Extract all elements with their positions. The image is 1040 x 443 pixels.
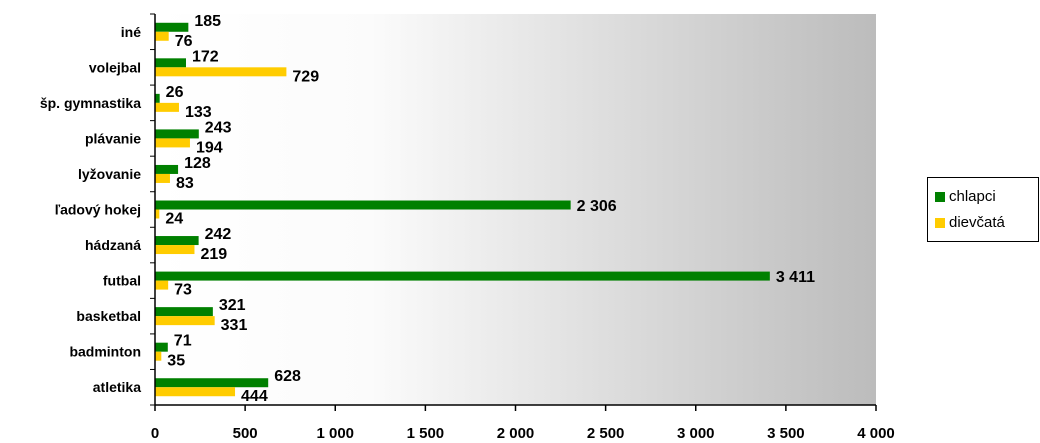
x-tick-label-1: 500 [233, 425, 258, 442]
data-label-dievcata-cat-7: 194 [196, 139, 223, 156]
bar-dievcata-cat-1 [155, 351, 162, 361]
bar-dievcata-cat-6 [155, 173, 170, 183]
legend: chlapci dievčatá [927, 177, 1039, 242]
data-label-dievcata-cat-5: 24 [165, 211, 183, 228]
data-label-chlapci-cat-0: 628 [274, 368, 301, 385]
x-tick-label-3: 1 500 [407, 425, 445, 442]
data-label-chlapci-cat-5: 2 306 [577, 198, 617, 215]
bar-dievcata-cat-5 [155, 209, 160, 219]
x-tick-label-0: 0 [151, 425, 159, 442]
bar-chlapci-cat-3 [155, 271, 770, 281]
bar-dievcata-cat-9 [155, 67, 287, 77]
legend-swatch-chlapci [935, 191, 945, 202]
x-tick-label-2: 1 000 [316, 425, 354, 442]
bar-chlapci-cat-2 [155, 307, 213, 317]
x-tick-label-8: 4 000 [857, 425, 895, 442]
bar-chlapci-cat-10 [155, 22, 189, 32]
legend-item-chlapci: chlapci [935, 188, 996, 205]
data-label-dievcata-cat-2: 331 [221, 317, 248, 334]
bar-dievcata-cat-4 [155, 245, 195, 255]
bar-chlapci-cat-7 [155, 129, 199, 139]
data-label-dievcata-cat-3: 73 [174, 282, 192, 299]
x-tick-label-5: 2 500 [587, 425, 625, 442]
data-label-chlapci-cat-3: 3 411 [776, 269, 815, 286]
category-label-cat-1: badminton [69, 344, 141, 360]
axes-group [150, 13, 877, 411]
bar-dievcata-cat-0 [155, 387, 236, 397]
data-label-chlapci-cat-9: 172 [192, 48, 219, 65]
legend-label-chlapci: chlapci [949, 188, 996, 205]
category-label-cat-0: atletika [93, 379, 141, 395]
data-label-chlapci-cat-10: 185 [194, 13, 221, 30]
data-label-dievcata-cat-1: 35 [167, 353, 185, 370]
data-label-chlapci-cat-6: 128 [184, 155, 211, 172]
category-label-cat-2: basketbal [76, 308, 141, 324]
data-label-dievcata-cat-6: 83 [176, 175, 194, 192]
x-tick-label-7: 3 500 [767, 425, 805, 442]
bar-chlapci-cat-9 [155, 58, 187, 68]
data-label-dievcata-cat-10: 76 [175, 33, 193, 50]
category-label-cat-7: plávanie [85, 130, 141, 146]
legend-swatch-dievcata [935, 217, 945, 228]
data-label-chlapci-cat-1: 71 [174, 333, 192, 350]
bar-dievcata-cat-2 [155, 316, 215, 326]
category-label-cat-3: futbal [103, 273, 141, 289]
bar-dievcata-cat-7 [155, 138, 190, 148]
data-label-chlapci-cat-8: 26 [166, 84, 184, 101]
labels-group: 628 444 atletika 71 35 badminton 321 331 basketb… [40, 13, 895, 442]
category-label-cat-8: šp. gymnastika [40, 95, 141, 111]
bar-dievcata-cat-8 [155, 102, 179, 112]
bar-chlapci-cat-0 [155, 378, 269, 388]
data-label-dievcata-cat-8: 133 [185, 104, 212, 121]
data-label-chlapci-cat-2: 321 [219, 297, 246, 314]
legend-item-dievcata: dievčatá [935, 214, 1005, 231]
data-label-dievcata-cat-9: 729 [292, 68, 319, 85]
category-label-cat-6: lyžovanie [78, 166, 141, 182]
category-label-cat-5: ľadový hokej [55, 202, 141, 218]
legend-label-dievcata: dievčatá [949, 214, 1005, 231]
data-label-chlapci-cat-7: 243 [205, 119, 232, 136]
bars-group [155, 22, 770, 397]
data-label-dievcata-cat-4: 219 [200, 246, 227, 263]
bar-dievcata-cat-10 [155, 31, 169, 41]
bar-chlapci-cat-6 [155, 164, 179, 174]
data-label-dievcata-cat-0: 444 [241, 388, 268, 405]
x-tick-label-6: 3 000 [677, 425, 715, 442]
category-label-cat-10: iné [121, 24, 141, 40]
category-label-cat-9: volejbal [89, 59, 141, 75]
bar-dievcata-cat-3 [155, 280, 169, 290]
bar-chlapci-cat-8 [155, 93, 160, 103]
bar-chlapci-cat-5 [155, 200, 571, 210]
bar-chlapci-cat-4 [155, 236, 199, 246]
category-label-cat-4: hádzaná [85, 237, 141, 253]
bar-chlapci-cat-1 [155, 342, 168, 352]
x-tick-label-4: 2 000 [497, 425, 535, 442]
data-label-chlapci-cat-4: 242 [205, 226, 232, 243]
